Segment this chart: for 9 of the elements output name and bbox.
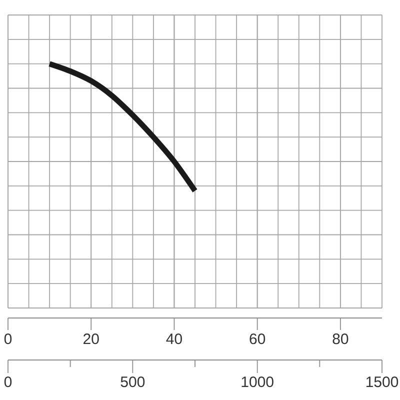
x-tick-label: 0 [4, 334, 12, 344]
x2-tick-label: 1500 [366, 376, 398, 388]
x2-tick-label: 1000 [242, 376, 274, 388]
x-tick-label: 80 [332, 334, 348, 344]
x2-tick-label: 0 [4, 376, 12, 388]
x-tick-label: 60 [250, 334, 266, 344]
x-tick-label: 20 [84, 334, 99, 344]
x2-tick-label: 500 [120, 376, 145, 388]
x-tick-label: 40 [166, 334, 182, 344]
